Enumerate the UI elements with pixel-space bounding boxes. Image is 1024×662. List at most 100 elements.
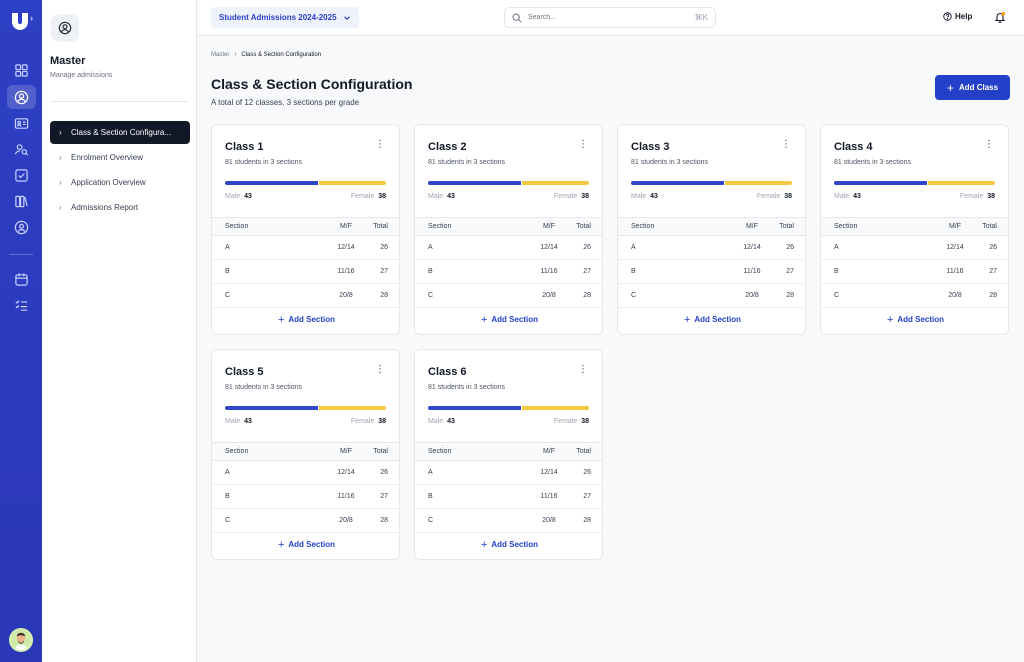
profile-icon[interactable] [7,215,36,239]
male-label: Male [225,193,241,200]
table-row: B 11/16 27 [415,259,602,284]
app-logo-icon[interactable] [11,12,29,31]
gender-counts: Male 43 Female 38 [428,193,589,200]
class-title: Class 5 [225,366,264,378]
male-label: Male [428,418,444,425]
sidebar-item-enrolment-overview[interactable]: › Enrolment Overview [50,146,190,169]
more-vertical-icon[interactable]: ⋮ [781,139,791,150]
breadcrumb: Master › Class & Section Configuration [211,52,321,58]
add-class-button[interactable]: + Add Class [935,75,1010,100]
total-cell: 26 [356,460,399,485]
male-label: Male [428,193,444,200]
sidebar-item-application-overview[interactable]: › Application Overview [50,171,190,194]
id-card-icon[interactable] [7,111,36,135]
table-header-row: Section M/F Total [821,217,1008,236]
table-header-row: Section M/F Total [212,442,399,461]
class-title: Class 1 [225,141,264,153]
gender-ratio-bar [428,406,589,410]
gender-ratio-bar [428,181,589,185]
search-icon [512,13,522,23]
page-subtitle: A total of 12 classes, 3 sections per gr… [211,98,360,107]
col-total-header: Total [762,217,805,236]
checkbox-icon[interactable] [7,163,36,187]
calendar-icon[interactable] [7,267,36,291]
table-row: C 20/8 28 [415,508,602,533]
notification-bell-icon[interactable] [994,11,1006,23]
section-cell: C [618,283,702,308]
col-mf-header: M/F [296,217,356,236]
more-vertical-icon[interactable]: ⋮ [375,364,385,375]
plus-icon: + [886,313,894,326]
more-vertical-icon[interactable]: ⋮ [375,139,385,150]
more-vertical-icon[interactable]: ⋮ [984,139,994,150]
col-total-header: Total [356,442,399,461]
add-section-button[interactable]: + Add Section [415,305,602,334]
help-button[interactable]: Help [943,12,972,21]
mf-cell: 12/14 [296,235,356,260]
master-module-icon [51,14,79,42]
sections-table: Section M/F Total A 12/14 26 B 11/16 27 C 20/8 28 [821,217,1008,308]
female-count: 38 [378,418,386,425]
admission-year-select[interactable]: Student Admissions 2024-2025 [211,7,359,28]
add-section-button[interactable]: + Add Section [212,305,399,334]
admission-year-value: Student Admissions 2024-2025 [219,13,337,22]
sidebar-item-admissions-report[interactable]: › Admissions Report [50,196,190,219]
total-cell: 26 [965,235,1008,260]
people-search-icon[interactable] [7,137,36,161]
col-section-header: Section [415,442,499,461]
mf-cell: 12/14 [296,460,356,485]
section-cell: C [415,508,499,533]
male-bar-segment [631,181,724,185]
mf-cell: 20/8 [499,508,559,533]
expand-rail-icon[interactable]: › [30,13,33,23]
add-section-button[interactable]: + Add Section [212,530,399,559]
user-circle-icon[interactable] [7,85,36,109]
sidebar-nav: › Class & Section Configura... › Enrolme… [50,121,190,221]
table-row: A 12/14 26 [821,235,1008,260]
female-bar-segment [927,181,995,185]
total-cell: 28 [356,283,399,308]
gender-ratio-bar [225,406,386,410]
add-section-label: Add Section [491,540,539,549]
male-label: Male [631,193,647,200]
books-icon[interactable] [7,189,36,213]
male-count-group: Male 43 [428,418,455,425]
add-section-button[interactable]: + Add Section [821,305,1008,334]
table-row: B 11/16 27 [415,484,602,509]
female-count-group: Female 38 [554,418,589,425]
more-vertical-icon[interactable]: ⋮ [578,364,588,375]
mf-cell: 11/16 [296,484,356,509]
female-count: 38 [784,193,792,200]
section-cell: B [212,484,296,509]
user-avatar[interactable] [9,628,33,652]
class-summary: 81 students in 3 sections [428,159,506,166]
breadcrumb-root[interactable]: Master [211,52,230,58]
section-cell: C [821,283,905,308]
sidebar-item-class-section-configuration[interactable]: › Class & Section Configura... [50,121,190,144]
add-section-button[interactable]: + Add Section [415,530,602,559]
sections-table: Section M/F Total A 12/14 26 B 11/16 27 C 20/8 28 [415,217,602,308]
male-label: Male [225,418,241,425]
checklist-icon[interactable] [7,293,36,317]
total-cell: 28 [356,508,399,533]
sidebar-item-label: Application Overview [71,178,146,187]
class-card: Class 4 ⋮ 81 students in 3 sections Male 43… [820,124,1009,335]
col-section-header: Section [618,217,702,236]
module-title: Master [50,55,86,67]
mf-cell: 11/16 [296,259,356,284]
table-row: B 11/16 27 [212,484,399,509]
total-cell: 27 [559,484,602,509]
plus-icon: + [683,313,691,326]
search-box[interactable]: ⌘K [504,7,716,28]
female-count: 38 [378,193,386,200]
female-label: Female [553,418,578,425]
col-total-header: Total [356,217,399,236]
grid-icon[interactable] [7,58,36,82]
add-section-label: Add Section [897,315,945,324]
more-vertical-icon[interactable]: ⋮ [578,139,588,150]
section-cell: C [212,283,296,308]
add-section-button[interactable]: + Add Section [618,305,805,334]
search-input[interactable] [528,14,695,21]
breadcrumb-current: Class & Section Configuration [241,52,322,58]
female-label: Female [756,193,781,200]
